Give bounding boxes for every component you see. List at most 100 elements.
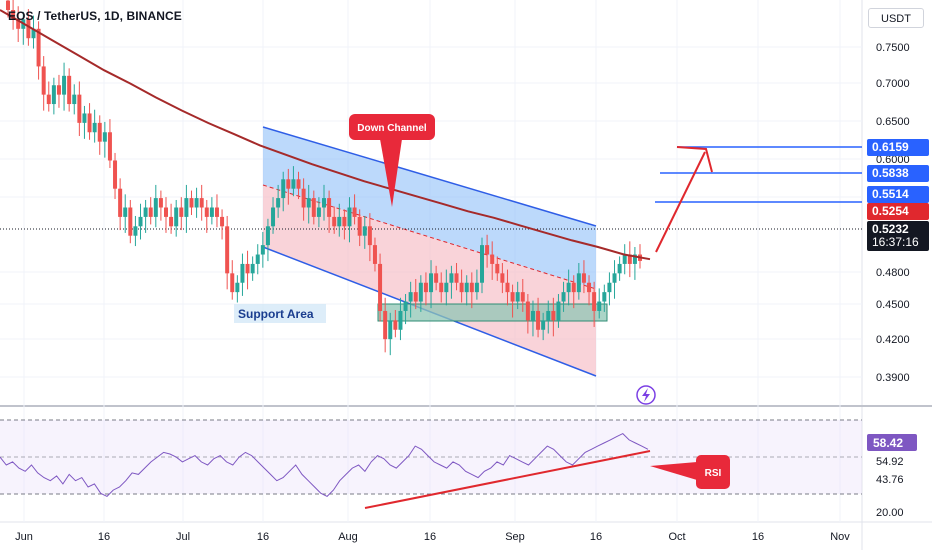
time-tick-label: 16 bbox=[752, 531, 764, 543]
candle-body bbox=[505, 282, 510, 293]
support-label-bg bbox=[234, 304, 326, 323]
rsi-callout bbox=[696, 455, 730, 489]
candle-body bbox=[209, 207, 214, 217]
candle-body bbox=[97, 122, 102, 142]
rsi-tick-label: 20.00 bbox=[876, 507, 904, 519]
candle-body bbox=[255, 254, 260, 264]
candle-body bbox=[158, 198, 163, 208]
candle-body bbox=[372, 245, 377, 264]
candle-body bbox=[551, 310, 556, 321]
rsi-value-label: 58.42 bbox=[873, 436, 903, 450]
candle-body bbox=[480, 245, 484, 283]
candle-body bbox=[102, 132, 107, 142]
candle-body bbox=[281, 179, 286, 199]
price-tick-label: 0.4200 bbox=[876, 334, 910, 346]
candle-body bbox=[265, 226, 270, 246]
candle-body bbox=[413, 292, 418, 302]
time-tick-label: Jun bbox=[15, 531, 33, 543]
candle-body bbox=[474, 282, 479, 293]
candle-body bbox=[408, 292, 413, 302]
candle-body bbox=[429, 273, 434, 293]
candle-body bbox=[342, 216, 347, 227]
candle-body bbox=[271, 207, 276, 227]
candle-body bbox=[378, 263, 383, 311]
candle-body bbox=[77, 94, 82, 123]
down-channel-callout bbox=[349, 114, 435, 140]
candle-body bbox=[530, 310, 535, 321]
candle-body bbox=[617, 263, 622, 274]
candle-body bbox=[332, 216, 337, 227]
lightning-icon bbox=[636, 385, 656, 405]
candle-body bbox=[51, 85, 56, 105]
candle-body bbox=[536, 310, 541, 330]
candle-body bbox=[607, 282, 612, 293]
time-tick-label: 16 bbox=[98, 531, 110, 543]
candle-body bbox=[403, 301, 408, 311]
candle-body bbox=[546, 310, 551, 321]
candle-body bbox=[133, 226, 138, 236]
candle-body bbox=[26, 19, 31, 39]
candle-body bbox=[46, 94, 51, 105]
channel-upper-fill bbox=[263, 127, 596, 289]
candle-body bbox=[225, 226, 230, 274]
candle-body bbox=[143, 207, 148, 217]
candle-body bbox=[622, 254, 627, 264]
candle-body bbox=[444, 282, 449, 293]
time-tick-label: Aug bbox=[338, 531, 358, 543]
rsi-tick-label: 54.92 bbox=[876, 456, 904, 468]
price-label-badge: 0.6159 bbox=[867, 139, 929, 156]
price-label-badge: 0.5514 bbox=[867, 186, 929, 203]
candle-body bbox=[6, 0, 10, 11]
candle-body bbox=[571, 282, 576, 293]
pair-title: EOS / TetherUS, 1D, BINANCE bbox=[8, 9, 182, 23]
candle-body bbox=[128, 207, 133, 236]
price-tick-label: 0.6000 bbox=[876, 154, 910, 166]
candle-body bbox=[301, 188, 306, 208]
price-tick-label: 0.7500 bbox=[876, 42, 910, 54]
candle-body bbox=[454, 273, 459, 283]
candle-body bbox=[179, 207, 184, 217]
candle-body bbox=[199, 198, 204, 208]
candle-body bbox=[566, 282, 571, 293]
candle-body bbox=[362, 226, 367, 236]
moving-average-line bbox=[0, 9, 651, 261]
candle-body bbox=[118, 188, 123, 217]
lightning-bolt-icon bbox=[642, 388, 650, 402]
candle-body bbox=[541, 320, 546, 330]
candle-body bbox=[245, 263, 250, 274]
rsi-value-badge bbox=[867, 434, 917, 451]
candle-body bbox=[306, 198, 311, 208]
candle-body bbox=[490, 254, 495, 264]
candle-body bbox=[311, 198, 316, 217]
candle-body bbox=[556, 301, 561, 321]
candle-body bbox=[500, 273, 505, 283]
rsi-callout-label: RSI bbox=[705, 468, 722, 479]
candle-body bbox=[459, 282, 464, 293]
candle-body bbox=[31, 28, 36, 39]
candle-body bbox=[632, 254, 637, 264]
projection-arrow bbox=[655, 151, 706, 253]
candle-body bbox=[597, 301, 602, 311]
candle-body bbox=[41, 66, 46, 95]
rsi-line bbox=[0, 432, 649, 498]
candle-body bbox=[347, 207, 352, 227]
candle-body bbox=[138, 216, 143, 227]
price-tick-label: 0.3900 bbox=[876, 372, 910, 384]
time-tick-label: Nov bbox=[830, 531, 850, 543]
candle-body bbox=[434, 273, 439, 283]
candle-body bbox=[204, 207, 209, 217]
candle-body bbox=[393, 320, 398, 330]
candle-body bbox=[107, 132, 112, 161]
candle-body bbox=[214, 207, 219, 217]
candle-body bbox=[464, 282, 469, 293]
candle-body bbox=[469, 282, 474, 293]
candle-body bbox=[581, 273, 586, 283]
candle-body bbox=[627, 254, 632, 264]
candle-body bbox=[56, 85, 61, 95]
candle-body bbox=[240, 263, 245, 283]
candle-body bbox=[398, 310, 403, 330]
support-area-label: Support Area bbox=[238, 307, 314, 321]
currency-selector[interactable]: USDT bbox=[868, 8, 924, 28]
